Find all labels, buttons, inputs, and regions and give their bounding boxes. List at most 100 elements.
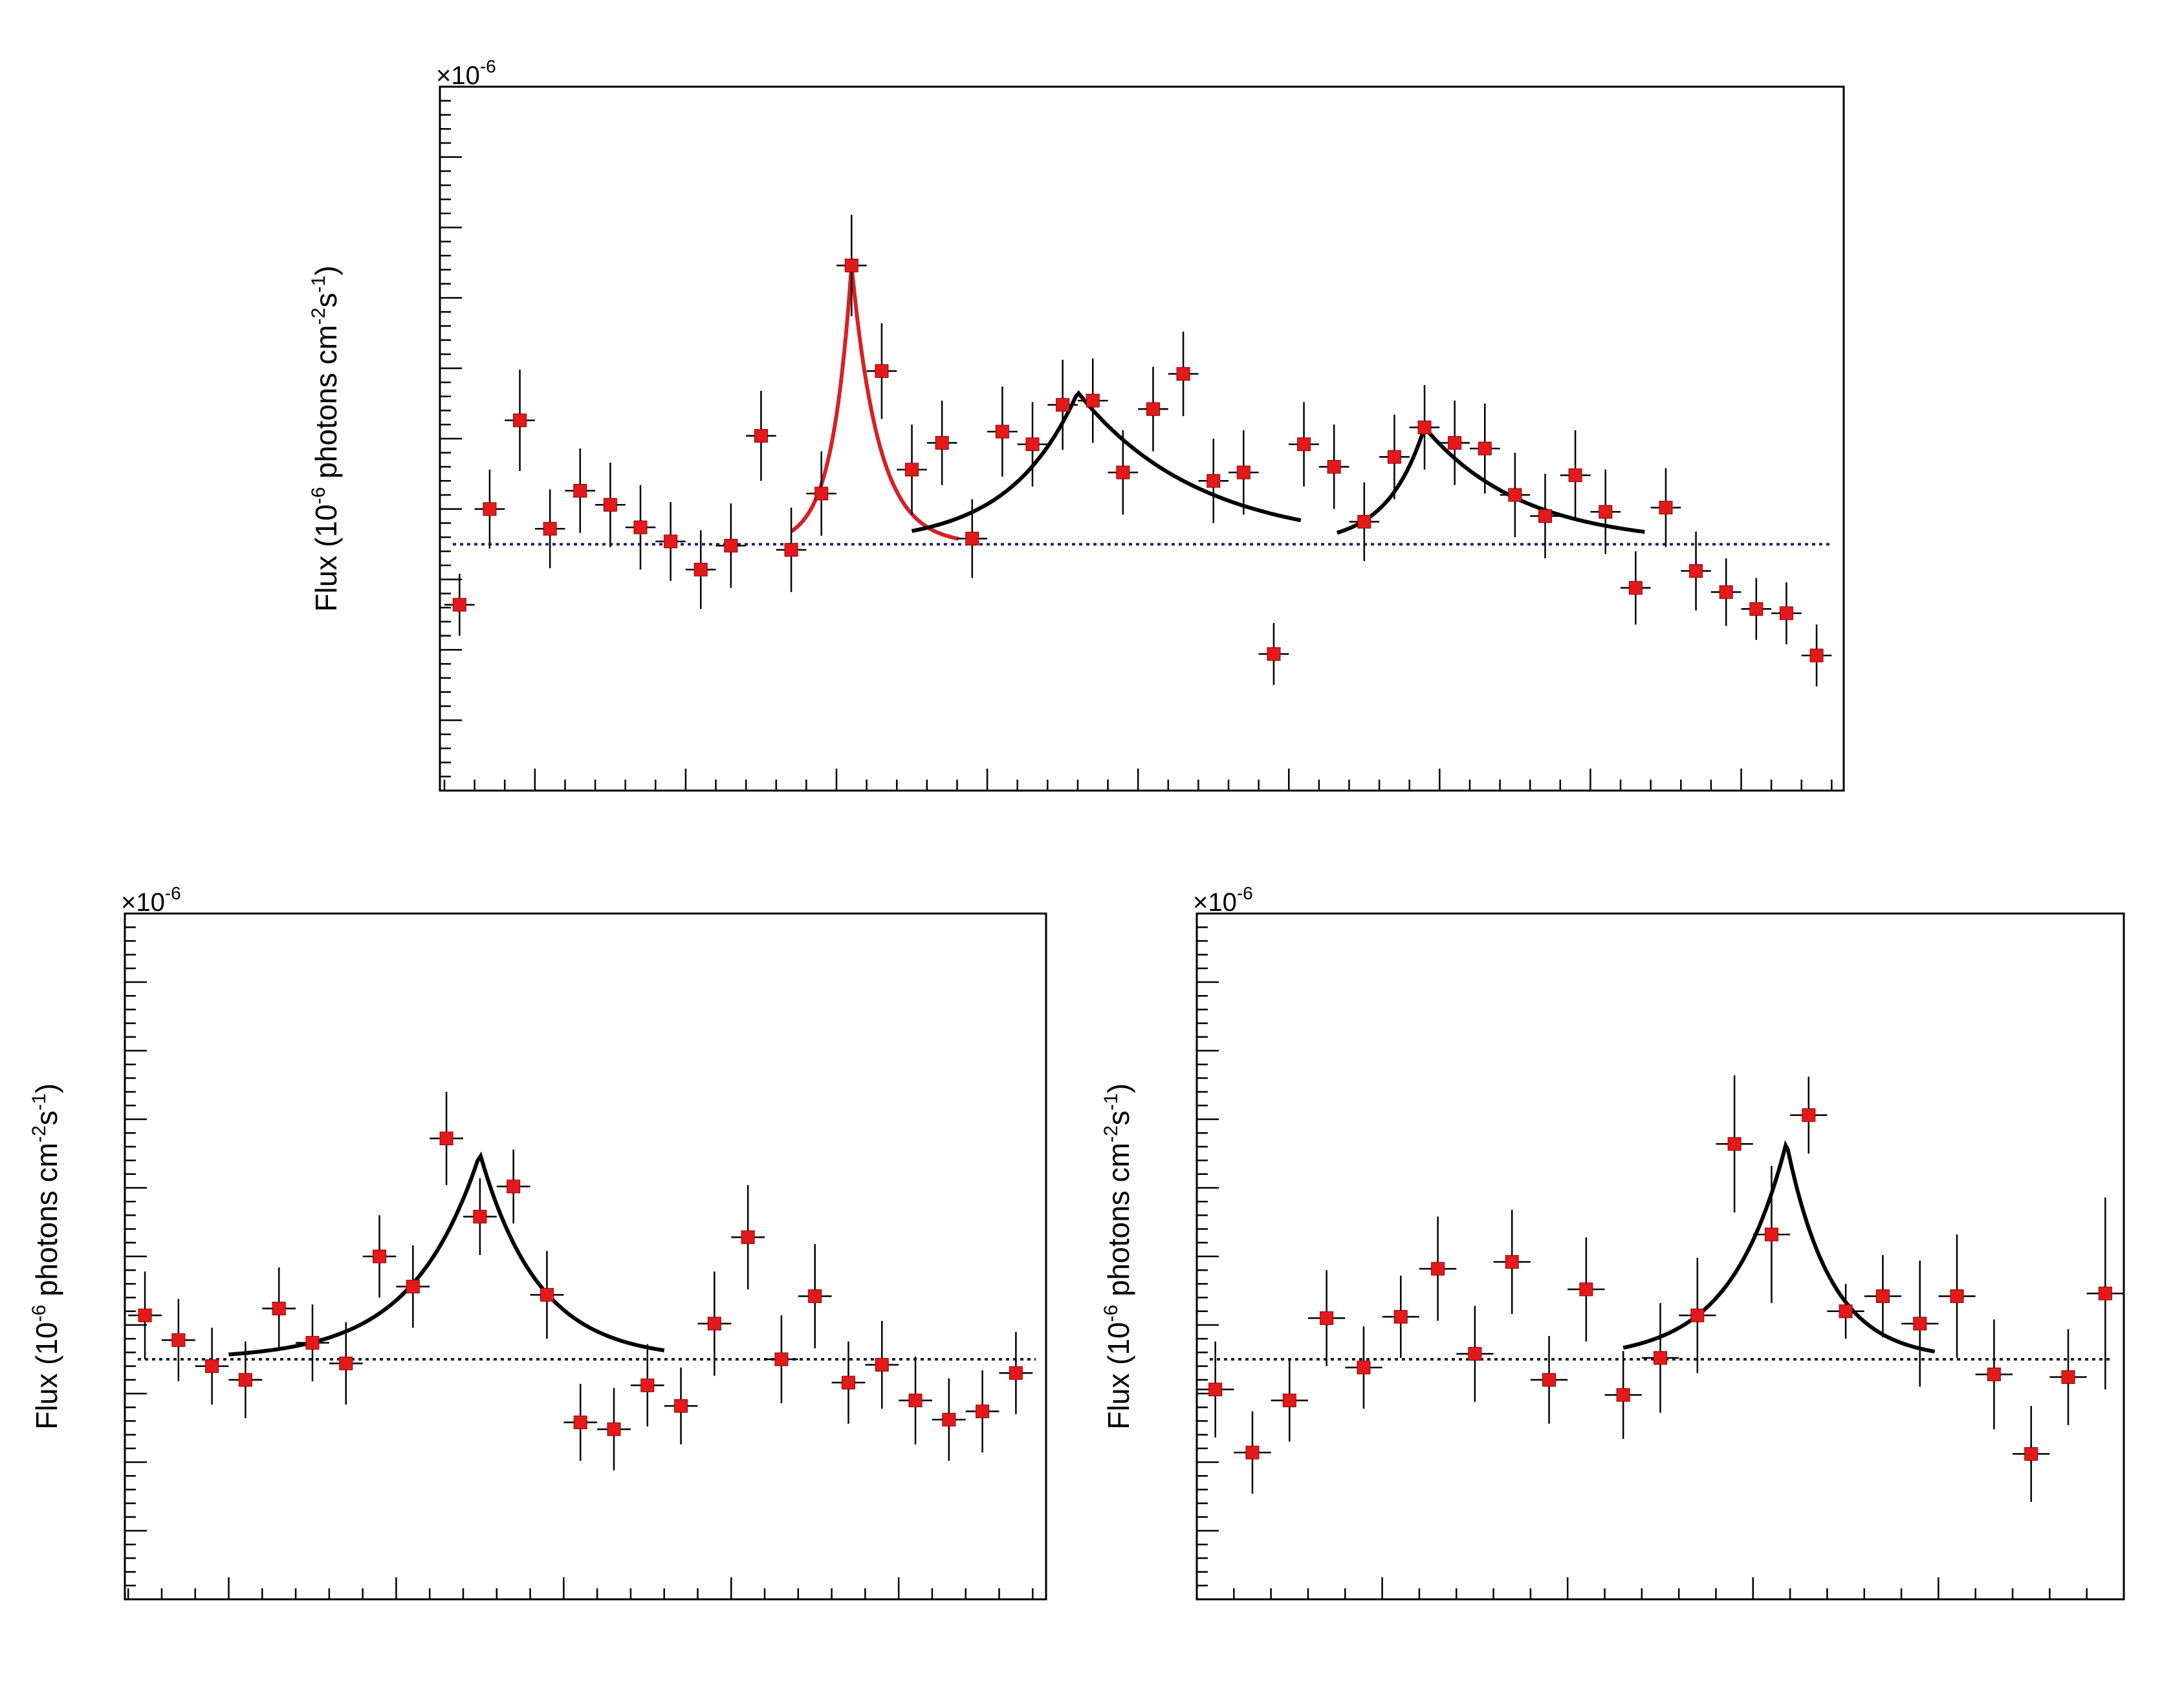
data-point	[1282, 1394, 1296, 1408]
data-point	[2061, 1370, 2075, 1385]
data-point	[573, 484, 587, 498]
y-axis-title-text: s	[30, 1110, 63, 1125]
data-point	[1508, 488, 1522, 502]
data-point	[373, 1249, 387, 1264]
y-axis-title-sup: -6	[1100, 1305, 1122, 1322]
data-point	[305, 1336, 320, 1350]
data-point	[1950, 1289, 1964, 1303]
y-scale-factor: ×10-6	[121, 883, 181, 917]
data-point	[707, 1317, 721, 1331]
data-point	[2024, 1447, 2038, 1461]
y-axis-title-text: )	[309, 265, 343, 275]
data-point	[1749, 602, 1764, 616]
data-point	[1478, 441, 1492, 455]
data-point	[1327, 460, 1341, 474]
data-point	[607, 1422, 621, 1436]
y-scale-factor-base: ×10	[1193, 888, 1237, 917]
data-point	[1875, 1289, 1890, 1303]
y-axis-title-text: photons cm	[30, 1143, 63, 1305]
data-point	[664, 534, 678, 549]
y-axis-title-text: s	[1102, 1110, 1135, 1125]
flare-fit-curve	[911, 390, 1302, 533]
light-curve-panel-bottom-left: Flux (10-6 photons cm-2s-1)×10-6	[28, 883, 1047, 1601]
light-curve-panel-bottom-right: Flux (10-6 photons cm-2s-1)×10-6	[1100, 883, 2125, 1601]
data-point	[774, 1352, 789, 1366]
data-point	[1505, 1254, 1519, 1269]
y-axis-title-sup: -6	[28, 1305, 50, 1322]
y-axis-title-text: photons cm	[1102, 1143, 1135, 1305]
data-point	[1779, 606, 1793, 620]
y-axis-title: Flux (10-6 photons cm-2s-1)	[1100, 1083, 1135, 1429]
data-point	[1690, 1308, 1705, 1322]
flare-fit-curve	[228, 1151, 665, 1357]
data-point	[784, 543, 798, 557]
y-axis-title-sup: -2	[308, 307, 329, 325]
data-point	[339, 1356, 353, 1370]
data-point	[976, 1405, 990, 1419]
data-point	[507, 1179, 521, 1194]
data-point	[406, 1280, 420, 1294]
y-scale-factor-base: ×10	[121, 888, 165, 917]
y-scale-factor: ×10-6	[436, 56, 496, 90]
data-point	[724, 538, 738, 553]
data-point	[1320, 1311, 1334, 1325]
data-point	[1245, 1445, 1260, 1460]
data-point	[439, 1132, 453, 1146]
data-point	[1468, 1347, 1482, 1361]
data-point	[1176, 367, 1190, 381]
y-axis-title-sup: -2	[1100, 1125, 1122, 1143]
y-axis-title-text: Flux (10	[309, 504, 343, 611]
data-point	[1431, 1262, 1445, 1276]
data-point	[808, 1289, 822, 1303]
data-point	[640, 1378, 655, 1392]
data-point	[905, 463, 919, 477]
y-axis-title-text: Flux (10	[1102, 1322, 1135, 1429]
data-point	[1236, 465, 1250, 479]
data-point	[965, 531, 979, 545]
plot-frame	[439, 85, 1845, 792]
y-scale-factor: ×10-6	[1193, 883, 1253, 917]
data-point	[1538, 509, 1552, 523]
data-point	[1086, 393, 1100, 408]
data-point	[633, 520, 648, 534]
y-axis-title-text: photons cm	[309, 325, 343, 487]
data-point	[1448, 436, 1462, 450]
data-point	[1689, 564, 1703, 578]
light-curve-panel-top: Flux (10-6 photons cm-2s-1) ×10-6	[308, 56, 1845, 792]
data-point	[573, 1416, 587, 1430]
data-point	[452, 598, 466, 612]
data-point	[238, 1373, 252, 1387]
data-point	[543, 521, 557, 536]
data-point	[1727, 1137, 1742, 1151]
data-point	[1208, 1383, 1223, 1397]
y-axis-title-sup: -1	[1100, 1093, 1122, 1111]
y-axis-title-text: )	[30, 1083, 63, 1093]
data-point	[1542, 1373, 1556, 1387]
data-point	[1393, 1309, 1408, 1324]
y-scale-factor-exp: -6	[480, 56, 496, 76]
y-axis-title-text: Flux (10	[30, 1322, 63, 1429]
data-point	[1913, 1317, 1927, 1331]
data-point	[674, 1399, 688, 1413]
y-axis-title: Flux (10-6 photons cm-2s-1)	[308, 265, 343, 611]
data-point	[841, 1375, 855, 1390]
data-point	[1267, 647, 1281, 661]
data-point	[1987, 1367, 2001, 1381]
data-point	[603, 498, 617, 512]
plot-frame	[124, 912, 1047, 1601]
y-axis-title-sup: -2	[28, 1125, 50, 1143]
data-point	[942, 1412, 956, 1427]
y-axis-title-text: s	[309, 292, 343, 307]
data-point	[1357, 1361, 1371, 1375]
data-point	[1654, 1351, 1667, 1365]
data-point	[483, 502, 497, 516]
data-point	[1719, 585, 1733, 599]
data-point	[875, 1357, 889, 1372]
data-point	[1568, 468, 1582, 483]
y-scale-factor-exp: -6	[165, 883, 181, 903]
data-point	[741, 1230, 755, 1244]
data-point	[1146, 402, 1160, 416]
data-point	[1056, 398, 1070, 412]
data-point	[908, 1394, 923, 1408]
flare-fit-curve	[1622, 1140, 1936, 1354]
